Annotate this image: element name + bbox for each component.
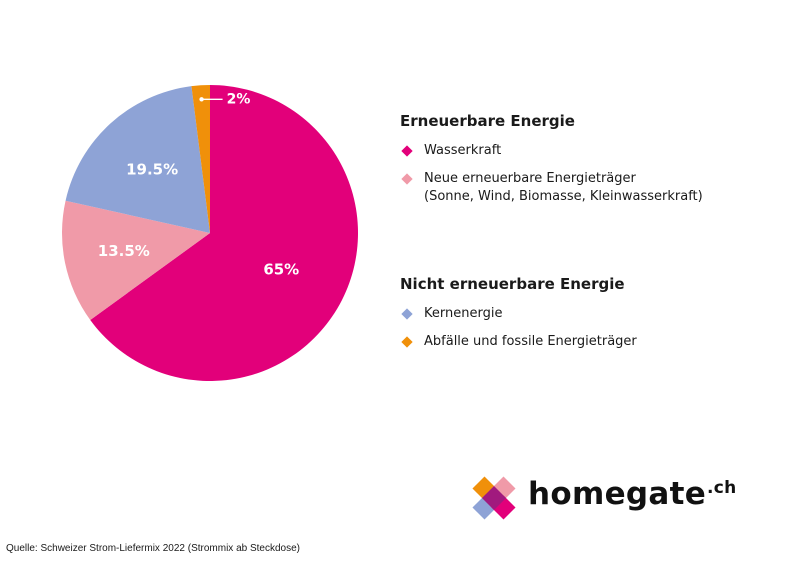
pie-data-label: 13.5% bbox=[98, 242, 150, 260]
diamond-marker-icon bbox=[401, 336, 413, 348]
logo-suffix: .ch bbox=[707, 478, 737, 498]
legend-label: Wasserkraft bbox=[424, 142, 501, 160]
source-note: Quelle: Schweizer Strom-Liefermix 2022 (… bbox=[6, 543, 300, 554]
diamond-marker-icon bbox=[401, 308, 413, 320]
legend-label: Kernenergie bbox=[424, 305, 502, 323]
legend-heading-non-renewable: Nicht erneuerbare Energie bbox=[400, 275, 625, 293]
pie-slice-kernenergie bbox=[65, 86, 210, 233]
legend-group-non-renewable: Nicht erneuerbare Energie Kernenergie Ab… bbox=[400, 275, 637, 361]
legend-item-kernenergie: Kernenergie bbox=[400, 305, 637, 323]
legend-heading-renewable: Erneuerbare Energie bbox=[400, 112, 575, 130]
legend-item-neue-erneuerbare: Neue erneuerbare Energieträger (Sonne, W… bbox=[400, 170, 703, 206]
legend-label: Neue erneuerbare Energieträger (Sonne, W… bbox=[424, 170, 703, 206]
logo-wordmark: homegate.ch bbox=[528, 476, 737, 512]
legend-label-line: Neue erneuerbare Energieträger bbox=[424, 171, 636, 186]
legend-item-wasserkraft: Wasserkraft bbox=[400, 142, 703, 160]
pie-slice-neue-erneuerbare bbox=[62, 200, 210, 320]
legend-item-fossile: Abfälle und fossile Energieträger bbox=[400, 333, 637, 351]
pie-data-label: 65% bbox=[263, 260, 299, 278]
legend-label: Abfälle und fossile Energieträger bbox=[424, 333, 637, 351]
homegate-x-mark-icon bbox=[472, 476, 516, 520]
pie-data-label: 19.5% bbox=[126, 160, 178, 178]
logo-word: homegate bbox=[528, 476, 707, 512]
legend-group-renewable: Erneuerbare Energie Wasserkraft Neue ern… bbox=[400, 112, 703, 216]
legend-label-line: Kernenergie bbox=[424, 306, 503, 321]
legend-label-line: Wasserkraft bbox=[424, 143, 502, 158]
pie-slice-fossile bbox=[191, 85, 210, 233]
legend-label-line: (Sonne, Wind, Biomasse, Kleinwasserkraft… bbox=[424, 189, 703, 204]
diamond-marker-icon bbox=[401, 145, 413, 157]
diamond-marker-icon bbox=[401, 173, 413, 185]
pie-data-label: 2% bbox=[227, 91, 251, 107]
legend-label-line: Abfälle und fossile Energieträger bbox=[424, 334, 637, 349]
pie-slice-wasserkraft bbox=[90, 85, 359, 381]
